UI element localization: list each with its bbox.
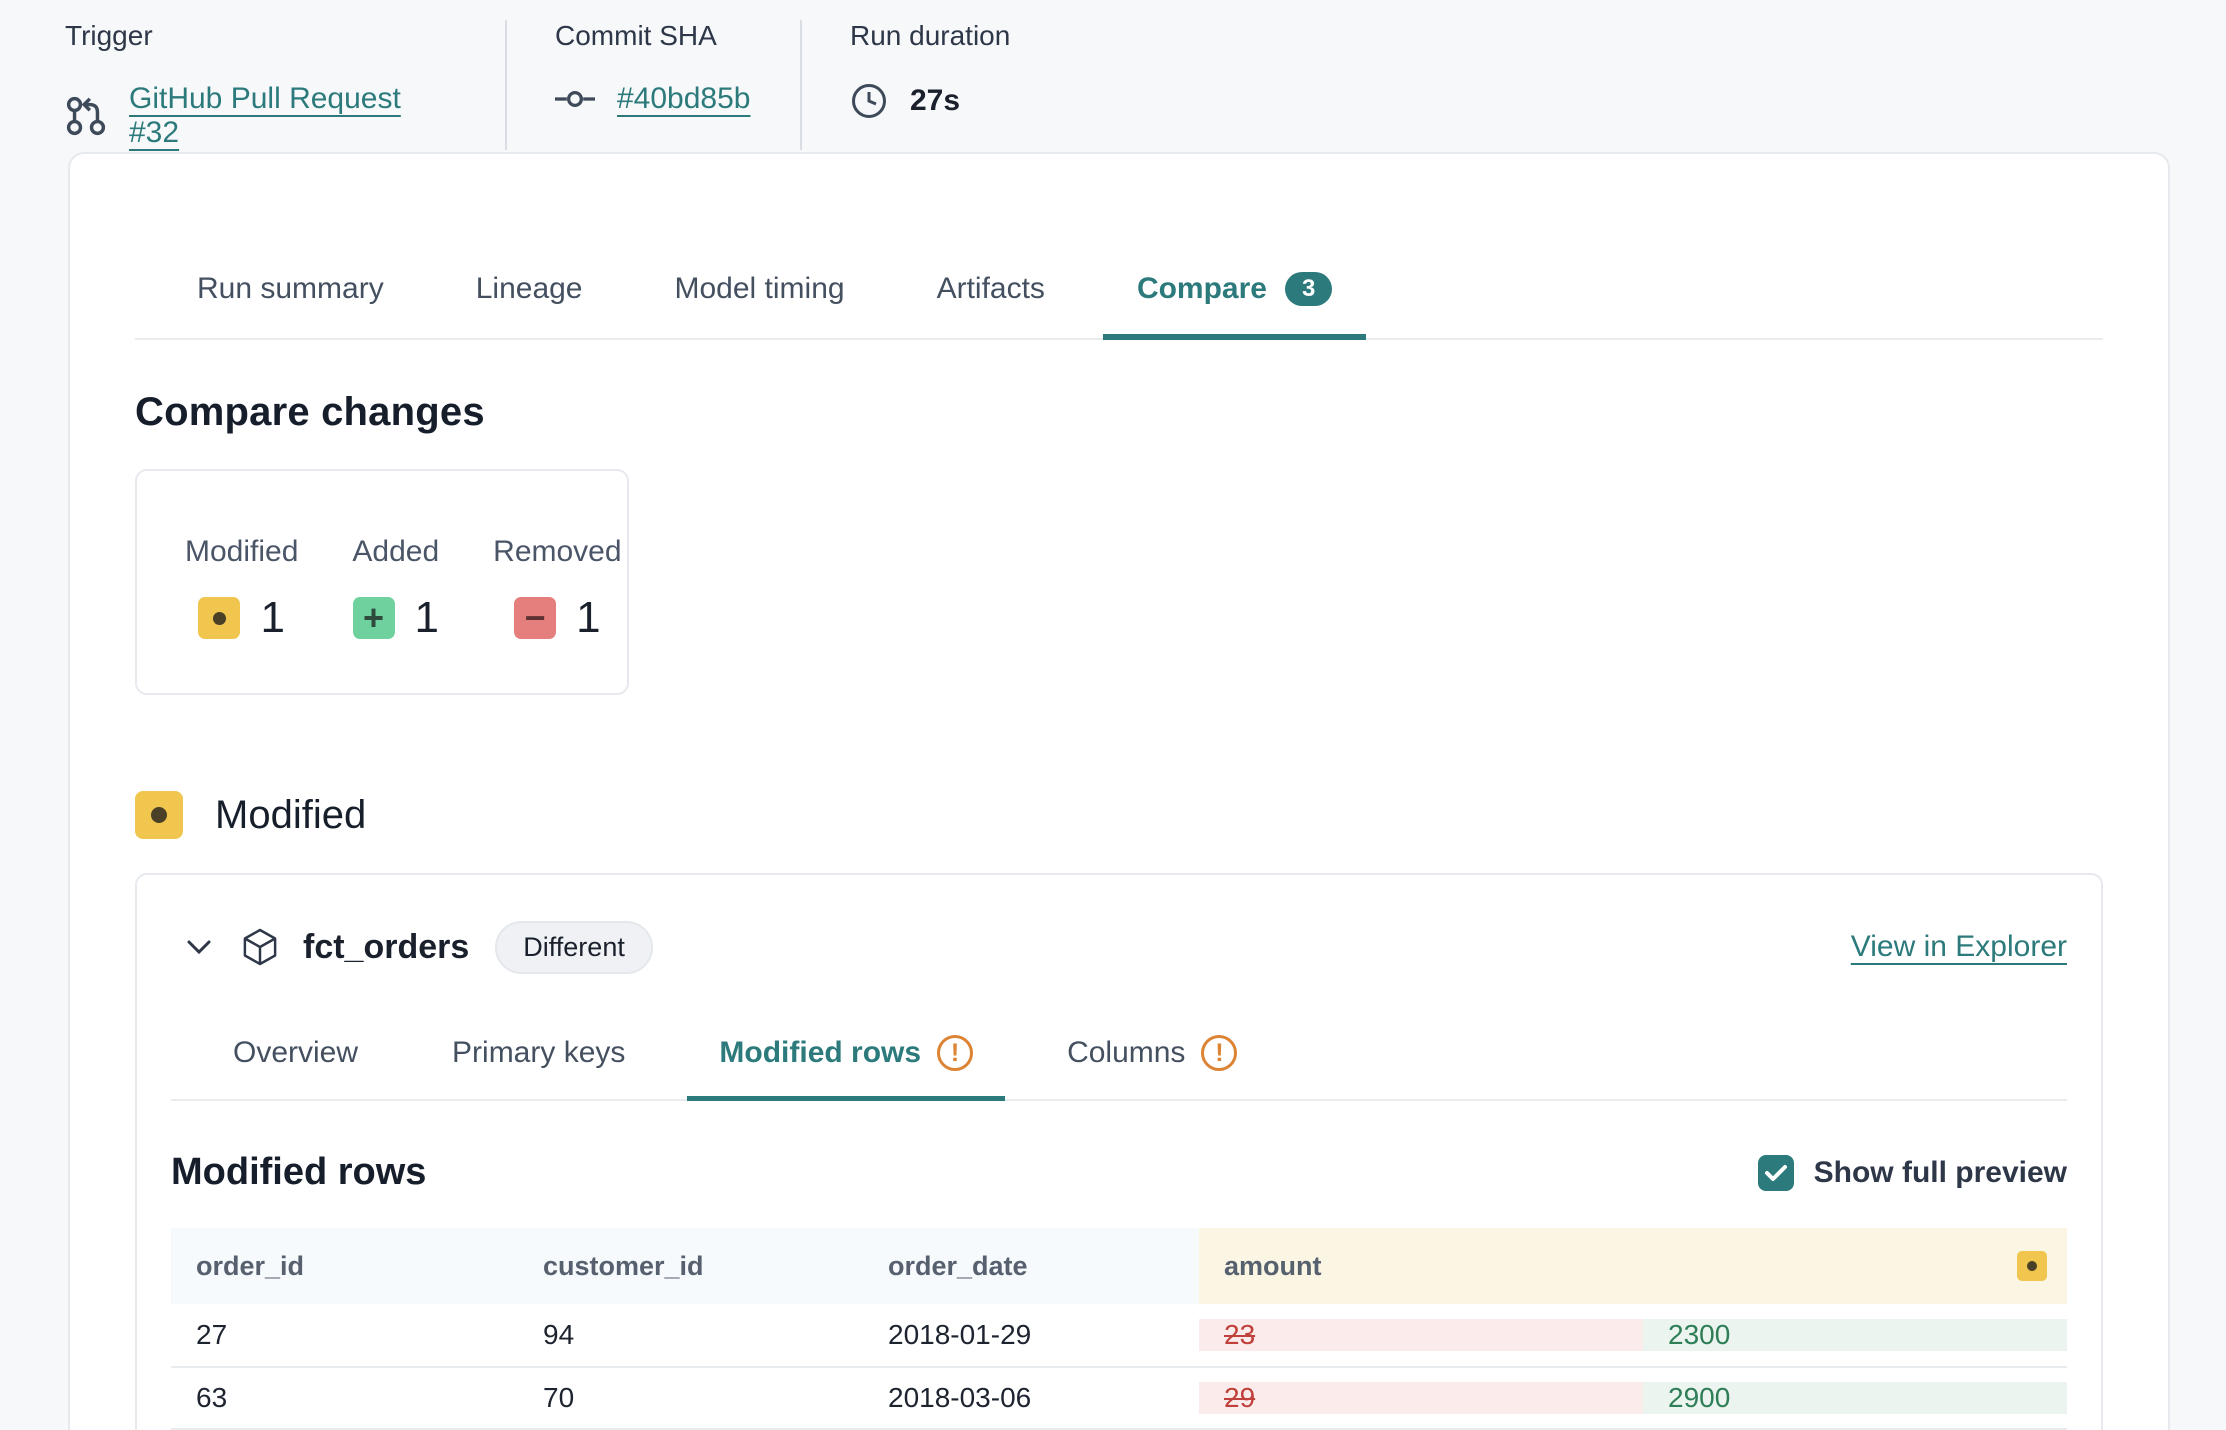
old-value-cell: 29	[1199, 1382, 1643, 1415]
added-count: 1	[414, 593, 440, 643]
column-header-amount: amount	[1199, 1228, 2067, 1305]
modified-group-title: Modified	[215, 792, 367, 837]
duration-block: Run duration 27s	[850, 20, 1010, 150]
modified-rows-panel-header: Modified rows Show full preview	[171, 1151, 2067, 1194]
stat-added: Added + 1	[352, 535, 440, 643]
clock-icon	[850, 82, 888, 120]
stat-removed: Removed − 1	[493, 535, 622, 643]
warning-icon: !	[1201, 1035, 1238, 1072]
table-row-partial	[171, 1428, 2067, 1430]
warning-icon: !	[937, 1035, 974, 1072]
run-detail-card: Run summary Lineage Model timing Artifac…	[68, 152, 2170, 1430]
new-value-cell: 2900	[1643, 1382, 2067, 1415]
model-header: fct_orders Different View in Explorer	[171, 919, 2067, 975]
column-header-order-date: order_date	[888, 1250, 1028, 1281]
commit-block: Commit SHA #40bd85b	[555, 20, 752, 150]
table-row: 27 94 2018-01-29 23 2300	[171, 1304, 2067, 1366]
panel-title: Modified rows	[171, 1151, 427, 1194]
trigger-link[interactable]: GitHub Pull Request #32	[129, 82, 401, 149]
modified-rows-table: order_id customer_id order_date amount 2…	[171, 1228, 2067, 1430]
tab-compare[interactable]: Compare 3	[1102, 266, 1367, 341]
commit-icon	[555, 87, 595, 111]
removed-icon: −	[514, 597, 557, 640]
view-in-explorer-link[interactable]: View in Explorer	[1850, 930, 2067, 964]
added-icon: +	[352, 597, 395, 640]
model-card-fct-orders: fct_orders Different View in Explorer Ov…	[135, 873, 2103, 1430]
show-full-preview-label: Show full preview	[1813, 1155, 2067, 1189]
compare-count-badge: 3	[1284, 272, 1333, 307]
removed-count: 1	[576, 593, 601, 643]
table-row: 63 70 2018-03-06 29 2900	[171, 1366, 2067, 1428]
modified-icon	[135, 791, 183, 840]
trigger-label: Trigger	[65, 20, 153, 51]
column-header-order-id: order_id	[196, 1250, 305, 1281]
page-title: Compare changes	[135, 390, 485, 435]
new-value-cell: 2300	[1643, 1319, 2067, 1352]
commit-link[interactable]: #40bd85b	[617, 82, 751, 115]
commit-label: Commit SHA	[555, 20, 717, 51]
show-full-preview-checkbox[interactable]	[1757, 1154, 1794, 1191]
tab-overview[interactable]: Overview	[233, 1036, 359, 1070]
stat-modified: Modified 1	[185, 535, 299, 643]
meta-divider	[800, 20, 802, 150]
old-value-cell: 23	[1199, 1319, 1643, 1352]
change-summary-card: Modified 1 Added + 1 Removed − 1	[135, 469, 629, 696]
run-tabs: Run summary Lineage Model timing Artifac…	[135, 266, 2103, 341]
duration-value: 27s	[910, 84, 961, 117]
modified-group-header: Modified	[135, 791, 2103, 840]
trigger-block: Trigger GitHub Pull Request #32	[65, 20, 457, 150]
run-meta-bar: Trigger GitHub Pull Request #32 Commit S…	[0, 0, 2226, 150]
column-header-customer-id: customer_id	[543, 1250, 704, 1281]
tab-columns[interactable]: Columns !	[1035, 1031, 1269, 1099]
tab-lineage[interactable]: Lineage	[475, 272, 583, 306]
tab-artifacts[interactable]: Artifacts	[936, 272, 1045, 306]
modified-count: 1	[260, 593, 285, 643]
modified-column-icon	[2017, 1251, 2047, 1282]
tab-modified-rows[interactable]: Modified rows !	[687, 1031, 1005, 1102]
pull-request-icon	[65, 94, 107, 138]
modified-icon	[198, 597, 241, 640]
check-icon	[1764, 1164, 1787, 1181]
tab-model-timing[interactable]: Model timing	[674, 272, 845, 306]
tab-primary-keys[interactable]: Primary keys	[452, 1036, 626, 1070]
meta-divider	[505, 20, 507, 150]
chevron-down-icon[interactable]	[185, 938, 213, 956]
duration-label: Run duration	[850, 20, 1011, 51]
model-name: fct_orders	[303, 927, 470, 966]
model-tabs: Overview Primary keys Modified rows ! Co…	[171, 1031, 2067, 1102]
table-header-row: order_id customer_id order_date amount	[171, 1228, 2067, 1305]
model-cube-icon	[243, 928, 277, 966]
status-badge: Different	[495, 920, 653, 974]
tab-run-summary[interactable]: Run summary	[197, 272, 384, 306]
